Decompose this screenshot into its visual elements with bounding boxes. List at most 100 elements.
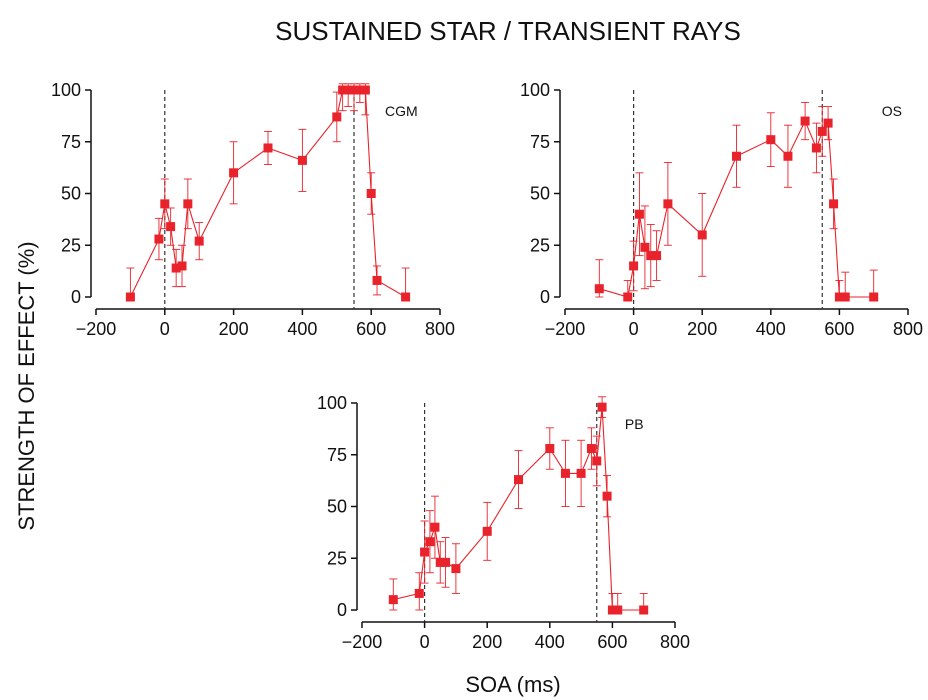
panel-label: CGM <box>385 103 418 119</box>
series-line <box>599 119 874 298</box>
x-tick-label: 800 <box>425 319 455 339</box>
data-point <box>514 475 523 485</box>
data-point <box>732 151 741 161</box>
x-tick-label: 0 <box>629 319 639 339</box>
x-tick-label: 800 <box>893 319 923 339</box>
x-axis-label: SOA (ms) <box>465 672 560 697</box>
data-point <box>840 292 850 302</box>
y-tick-label: 0 <box>540 287 550 307</box>
data-point <box>634 209 644 219</box>
y-tick-label: 0 <box>337 600 347 620</box>
x-tick-label: 600 <box>597 632 627 652</box>
data-point <box>817 126 827 136</box>
data-point <box>869 292 879 302</box>
y-tick-label: 25 <box>530 235 550 255</box>
y-tick-label: 100 <box>520 80 550 100</box>
x-tick-label: 800 <box>660 632 690 652</box>
y-tick-label: 100 <box>317 393 347 413</box>
panel-pb: 0 25 50 75 100 −200 0 200 400 600 800 PB <box>317 393 690 652</box>
data-point <box>338 85 348 95</box>
data-point <box>372 275 382 285</box>
x-tick-label: 600 <box>356 319 386 339</box>
data-point <box>366 189 376 198</box>
data-point <box>388 595 398 605</box>
data-point <box>829 199 839 209</box>
panel-cgm: 0 25 50 75 100 −200 0 200 400 600 800 CGM <box>51 80 455 339</box>
data-point <box>263 143 273 153</box>
data-point <box>586 444 596 454</box>
y-tick-label: 75 <box>61 132 81 152</box>
y-tick-label: 100 <box>51 80 81 100</box>
data-point <box>783 151 793 161</box>
data-point <box>607 605 617 615</box>
y-tick-label: 50 <box>61 184 81 204</box>
y-tick-label: 75 <box>530 132 550 152</box>
panel-os: 0 25 50 75 100 −200 0 200 400 600 800 OS <box>520 80 923 339</box>
data-point <box>166 222 176 232</box>
data-point <box>160 199 170 209</box>
data-point <box>823 118 833 128</box>
data-point <box>623 292 633 302</box>
data-point <box>663 199 673 209</box>
data-point <box>401 292 411 302</box>
x-tick-label: 200 <box>472 632 502 652</box>
data-point <box>420 547 430 557</box>
x-tick-label: 200 <box>687 319 717 339</box>
y-tick-label: 25 <box>61 235 81 255</box>
data-point <box>355 85 365 95</box>
data-point <box>183 199 193 209</box>
data-point <box>343 85 353 95</box>
data-point <box>560 468 570 478</box>
data-point <box>451 564 461 574</box>
x-tick-label: 0 <box>420 632 430 652</box>
y-axis-label: STRENGTH OF EFFECT (%) <box>14 241 39 530</box>
data-point <box>435 557 445 567</box>
chart-title: SUSTAINED STAR / TRANSIENT RAYS <box>275 16 741 46</box>
panels: 0 25 50 75 100 −200 0 200 400 600 800 CGM 0 25 50 75 100… <box>51 80 923 652</box>
data-point <box>482 526 492 536</box>
data-point <box>177 261 187 271</box>
y-tick-label: 0 <box>71 287 81 307</box>
y-tick-label: 25 <box>327 548 347 568</box>
x-tick-label: 400 <box>287 319 317 339</box>
data-point <box>154 234 164 244</box>
x-tick-label: 200 <box>219 319 249 339</box>
data-point <box>766 135 776 145</box>
y-tick-label: 50 <box>327 497 347 517</box>
data-point <box>652 251 662 261</box>
data-point <box>229 168 239 178</box>
data-point <box>545 444 555 454</box>
data-point <box>441 557 451 567</box>
data-point <box>639 605 649 615</box>
data-point <box>629 261 639 271</box>
data-point <box>171 263 181 273</box>
data-point <box>640 242 650 252</box>
data-point <box>360 85 370 95</box>
data-point <box>597 402 607 412</box>
x-tick-label: 400 <box>535 632 565 652</box>
data-point <box>592 456 602 466</box>
data-point <box>297 155 307 165</box>
data-point <box>425 537 435 547</box>
data-point <box>576 468 586 478</box>
panel-label: OS <box>882 103 902 119</box>
data-point <box>602 491 612 501</box>
y-tick-label: 75 <box>327 445 347 465</box>
data-point <box>430 522 440 532</box>
data-point <box>414 588 424 598</box>
error-bar <box>389 578 398 611</box>
data-point <box>332 112 342 122</box>
data-point <box>646 251 656 261</box>
data-point <box>811 143 821 153</box>
x-tick-label: −200 <box>545 319 586 339</box>
data-point <box>834 292 844 302</box>
data-point <box>594 284 604 294</box>
x-tick-label: 400 <box>756 319 786 339</box>
data-point <box>800 116 810 126</box>
data-point <box>125 292 135 302</box>
x-tick-label: −200 <box>342 632 383 652</box>
x-tick-label: 600 <box>824 319 854 339</box>
y-tick-label: 50 <box>530 184 550 204</box>
data-point <box>697 230 707 240</box>
